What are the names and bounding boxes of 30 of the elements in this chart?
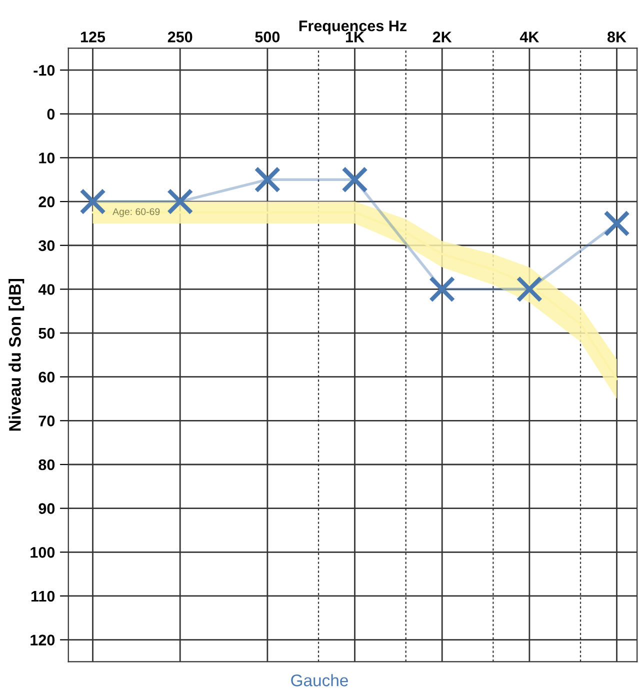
y-tick-label: 80 (38, 459, 55, 470)
point (254, 166, 281, 193)
y-tick-label: 70 (38, 416, 55, 426)
point (166, 188, 194, 215)
point (342, 166, 368, 193)
x-tick-label: 250 (168, 32, 192, 42)
x-tick-label: 4K (520, 32, 540, 42)
series-label: Age: 60-69 (112, 208, 160, 218)
point (80, 188, 106, 215)
y-tick-label: 20 (38, 196, 55, 208)
point (604, 210, 630, 237)
y-tick-label: 110 (31, 590, 55, 602)
y-tick-label: 120 (30, 634, 55, 646)
y-tick-label: 10 (39, 152, 55, 164)
y-tick-label: 40 (38, 284, 55, 295)
y-tick-label: 30 (38, 240, 55, 252)
point (516, 276, 543, 302)
y-tick-label: 100 (30, 547, 55, 558)
x-tick-label: 2K (432, 32, 452, 42)
x-tick-label: 8K (607, 32, 626, 42)
text: Gauche (291, 674, 348, 686)
y-axis-title: Niveau du Son [dB] (8, 279, 24, 431)
point (428, 276, 456, 302)
y-tick-label: 50 (38, 328, 55, 339)
x-tick-label: 125 (80, 32, 106, 42)
y-tick-label: 0 (47, 108, 55, 120)
x-tick-label: 500 (255, 32, 280, 42)
y-tick-label: -10 (34, 64, 55, 76)
y-tick-label: 90 (38, 503, 55, 514)
y-tick-label: 60 (38, 372, 55, 383)
